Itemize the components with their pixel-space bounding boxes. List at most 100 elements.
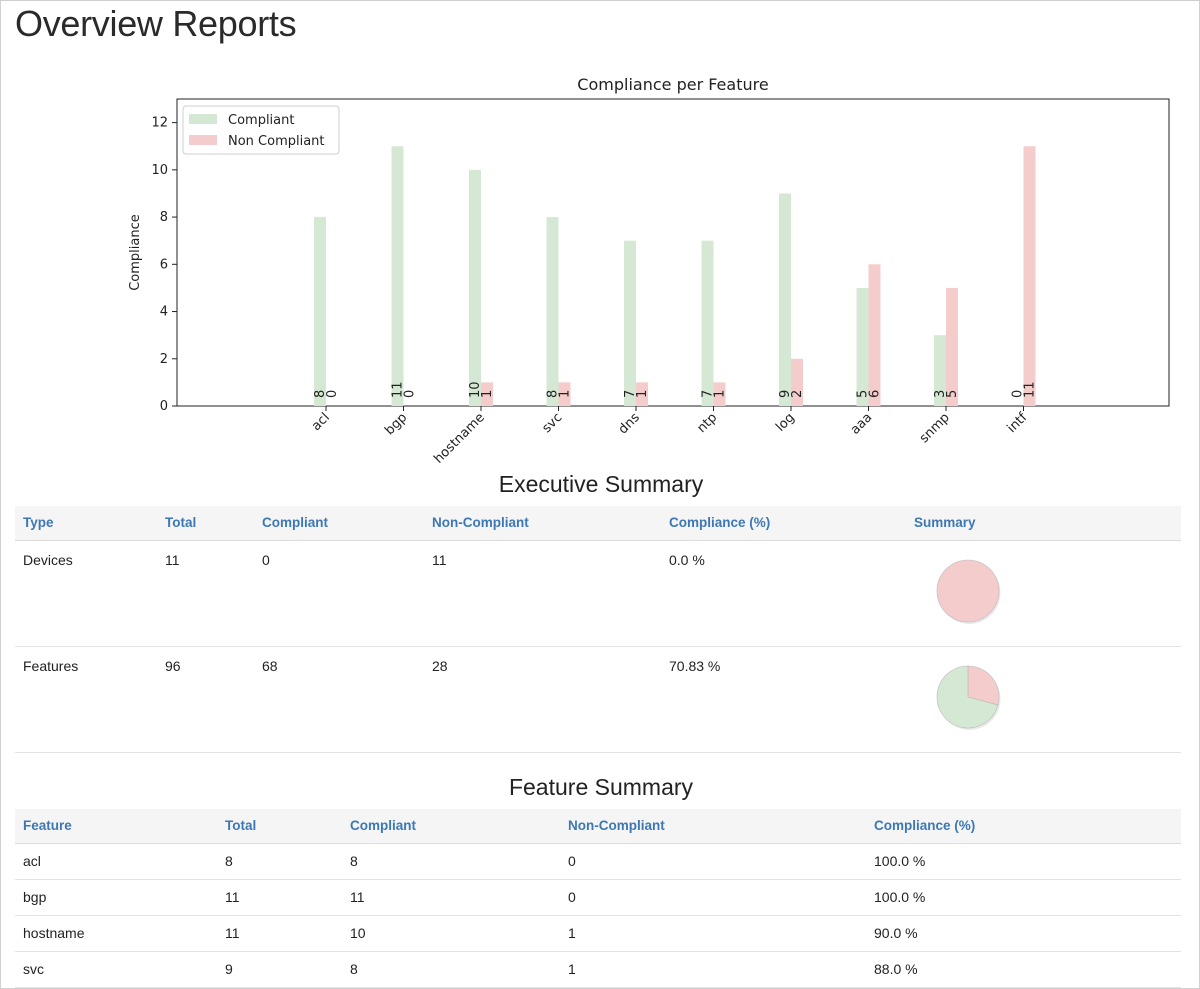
x-tick-label: log (773, 410, 798, 435)
page-title: Overview Reports (15, 3, 297, 44)
bar-non-compliant (1023, 146, 1036, 406)
col-header-compliant[interactable]: Compliant (342, 809, 560, 844)
data-label: 1 (713, 390, 728, 398)
x-tick-label: bgp (382, 410, 410, 438)
bar-compliant (934, 335, 946, 406)
data-label: 10 (468, 381, 483, 398)
bar-compliant (779, 193, 791, 406)
x-tick-label: svc (539, 410, 565, 436)
data-label: 11 (1023, 381, 1038, 398)
y-tick-label: 12 (151, 116, 168, 131)
executive-header-row: Type Total Compliant Non-Compliant Compl… (15, 506, 1181, 541)
cell-compliant: 0 (254, 540, 424, 647)
col-header-type[interactable]: Type (15, 506, 157, 541)
executive-summary-title: Executive Summary (498, 471, 704, 497)
feature-header-row: Feature Total Compliant Non-Compliant Co… (15, 809, 1181, 844)
cell-feature: bgp (15, 879, 217, 916)
col-header-compliance-percent[interactable]: Compliance (%) (866, 809, 1181, 844)
data-label: 1 (635, 390, 650, 398)
data-label: 7 (623, 390, 638, 398)
bar-compliant (546, 217, 559, 406)
cell-non-compliant: 0 (560, 879, 866, 916)
cell-feature: svc (15, 951, 217, 988)
x-tick-label: dns (616, 410, 643, 437)
bar-non-compliant (713, 382, 726, 406)
cell-compliant: 68 (254, 646, 424, 753)
data-label: 5 (856, 390, 871, 398)
y-tick-label: 10 (151, 163, 168, 178)
cell-feature: acl (15, 843, 217, 880)
x-tick-label: snmp (917, 410, 953, 446)
pie-slice-compliant (936, 665, 999, 728)
legend-swatch (189, 135, 217, 145)
col-header-feature[interactable]: Feature (15, 809, 217, 844)
pie-slice-non-compliant (936, 559, 1000, 622)
bar-non-compliant (791, 358, 803, 406)
bar-non-compliant (946, 287, 958, 406)
cell-type: Features (15, 646, 157, 753)
y-axis-label: Compliance (128, 214, 143, 291)
cell-total: 9 (217, 951, 342, 988)
x-tick-label: intf (1004, 410, 1030, 436)
cell-non-compliant: 1 (560, 915, 866, 952)
y-tick-label: 8 (160, 210, 168, 225)
col-header-total[interactable]: Total (157, 506, 254, 541)
cell-non-compliant: 28 (424, 646, 661, 753)
x-tick-label: acl (309, 410, 333, 434)
cell-summary (906, 540, 1181, 647)
data-label: 6 (868, 390, 883, 398)
y-tick-label: 2 (160, 352, 168, 367)
chart-title: Compliance per Feature (577, 75, 768, 94)
chart-legend: Compliant Non Compliant (182, 105, 340, 155)
table-row: svc 9 8 1 88.0 % (15, 951, 1181, 988)
x-tick-label: hostname (431, 410, 488, 467)
table-row: Features 96 68 28 70.83 % (15, 646, 1181, 753)
cell-compliance-percent: 100.0 % (866, 843, 1181, 880)
devices-pie-chart (936, 559, 1001, 624)
legend-label: Compliant (228, 113, 294, 128)
bar-non-compliant (868, 264, 881, 406)
data-label: 0 (325, 390, 340, 398)
bar-compliant (856, 287, 869, 406)
bar-compliant (701, 240, 714, 406)
cell-compliant: 11 (342, 879, 560, 916)
bar-compliant (314, 217, 326, 406)
data-label: 0 (1011, 390, 1026, 398)
cell-feature: hostname (15, 915, 217, 952)
feature-summary-title: Feature Summary (508, 774, 694, 800)
legend-swatch (189, 114, 217, 124)
x-tick-label: aaa (848, 410, 876, 438)
bar-compliant (624, 240, 636, 406)
bar-non-compliant (636, 382, 648, 406)
cell-compliance-percent: 100.0 % (866, 879, 1181, 916)
y-tick-label: 4 (160, 305, 168, 320)
table-row: bgp 11 11 0 100.0 % (15, 879, 1181, 916)
bar-non-compliant (481, 382, 493, 406)
x-tick-label: ntp (694, 410, 720, 436)
executive-summary-table: Type Total Compliant Non-Compliant Compl… (15, 506, 1181, 753)
col-header-non-compliant[interactable]: Non-Compliant (424, 506, 661, 541)
cell-compliance-percent: 0.0 % (661, 540, 906, 647)
cell-total: 11 (157, 540, 254, 647)
data-label: 8 (313, 390, 328, 398)
col-header-non-compliant[interactable]: Non-Compliant (560, 809, 866, 844)
col-header-compliant[interactable]: Compliant (254, 506, 424, 541)
col-header-summary[interactable]: Summary (906, 506, 1181, 541)
cell-compliance-percent: 70.83 % (661, 646, 906, 753)
cell-compliance-percent: 90.0 % (866, 915, 1181, 952)
data-label: 11 (391, 381, 406, 398)
col-header-total[interactable]: Total (217, 809, 342, 844)
cell-compliance-percent: 88.0 % (866, 951, 1181, 988)
compliance-chart: Compliance per Feature 0 2 4 6 8 10 12 Complianc… (111, 69, 1200, 469)
data-label: 0 (403, 390, 418, 398)
bar-non-compliant (558, 382, 571, 406)
data-label: 1 (558, 390, 573, 398)
y-tick-label: 6 (160, 257, 168, 272)
bar-chart-svg: Compliance per Feature024681012Complianc… (128, 75, 1170, 467)
cell-compliant: 10 (342, 915, 560, 952)
col-header-compliance-percent[interactable]: Compliance (%) (661, 506, 906, 541)
data-label: 2 (790, 390, 805, 398)
legend-box (182, 105, 340, 155)
data-label: 1 (480, 390, 495, 398)
table-row: acl 8 8 0 100.0 % (15, 843, 1181, 880)
